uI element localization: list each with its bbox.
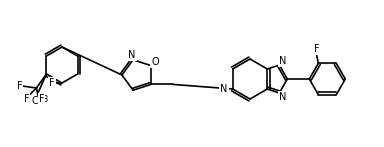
Text: F: F (23, 94, 29, 104)
Text: N: N (279, 92, 286, 102)
Text: 3: 3 (43, 95, 48, 104)
Text: N: N (128, 50, 136, 60)
Text: CF: CF (30, 97, 43, 107)
Text: O: O (151, 57, 159, 67)
Text: F: F (17, 81, 22, 91)
Text: ₃: ₃ (41, 97, 44, 106)
Text: F: F (39, 94, 44, 104)
Text: N: N (279, 56, 286, 66)
Text: F: F (49, 78, 55, 88)
Text: N: N (220, 84, 228, 94)
Text: CF: CF (31, 96, 44, 106)
Text: F: F (313, 44, 319, 54)
